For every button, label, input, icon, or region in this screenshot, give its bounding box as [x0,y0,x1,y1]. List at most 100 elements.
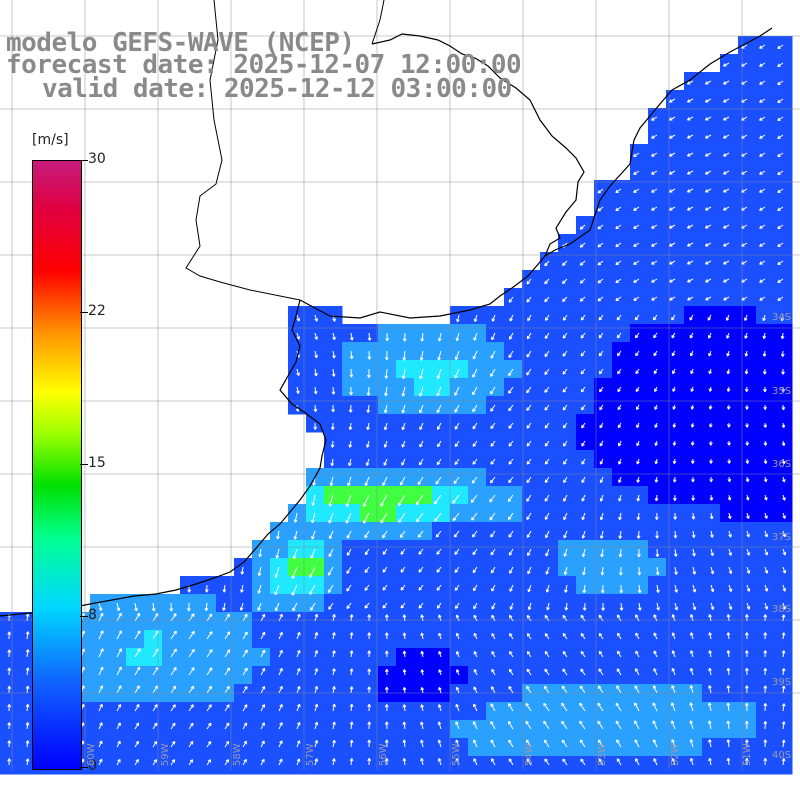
wind-arrow-head [25,722,29,726]
wind-arrow-head [349,632,353,636]
wind-arrow [224,686,230,694]
wind-arrow [350,686,353,694]
wind-arrow [579,224,586,230]
wind-arrow [314,386,317,395]
wind-arrow-head [244,667,248,671]
wind-arrow [561,702,568,712]
wind-arrow-head [292,608,296,612]
wind-arrow [350,632,353,640]
wind-arrow-head [368,374,371,379]
wind-arrow-head [710,460,713,464]
wind-cell [594,612,613,631]
wind-arrow-head [783,442,786,446]
wind-arrow [746,530,750,538]
wind-arrow [134,759,139,766]
wind-arrow-head [136,685,140,688]
wind-arrow [26,649,29,658]
wind-arrow-head [744,720,748,724]
wind-cell [648,666,667,685]
wind-arrow-head [243,704,248,707]
wind-cell [576,666,595,685]
wind-arrow-head [508,535,512,538]
wind-arrow-head [350,392,353,396]
wind-arrow [598,668,604,676]
wind-arrow [275,566,280,578]
wind-arrow [116,722,121,730]
wind-arrow [491,314,496,322]
wind-arrow-head [25,740,29,744]
wind-arrow [527,548,532,556]
wind-arrow-head [261,667,265,671]
wind-arrow-head [726,632,729,636]
wind-arrow [674,584,678,593]
wind-cell [504,756,523,775]
wind-cell [108,612,127,631]
wind-arrow-head [600,498,604,502]
wind-arrow-head [173,613,177,616]
wind-arrow [633,260,640,265]
wind-cell [774,234,793,253]
wind-cell [486,756,505,775]
wind-arrow [674,530,677,539]
wind-cell [702,162,721,181]
wind-cell [126,720,145,739]
wind-arrow-head [385,393,388,397]
wind-arrow-head [332,758,335,762]
wind-arrow-head [349,758,353,762]
wind-cell [738,54,757,73]
wind-arrow [669,170,676,175]
wind-arrow-head [329,536,333,540]
wind-cell [18,702,37,721]
wind-arrow [382,584,388,591]
wind-arrow [314,668,318,676]
wind-arrow-head [402,721,405,725]
wind-arrow-head [508,481,512,484]
wind-cell [576,738,595,757]
wind-arrow [382,548,388,555]
wind-arrow-head [747,460,750,464]
wind-cell [0,630,19,649]
wind-arrow-head [765,478,768,483]
wind-arrow-head [313,482,316,486]
wind-arrow-head [350,409,353,413]
wind-arrow-head [766,515,768,519]
wind-arrow-head [562,354,566,357]
wind-arrow-head [527,571,531,575]
wind-cell [288,648,307,667]
wind-cell [684,288,703,307]
wind-arrow [350,668,353,676]
wind-arrow-head [332,632,335,636]
wind-cell [648,162,667,181]
wind-arrow [508,703,514,712]
wind-arrow [782,758,785,766]
wind-arrow-head [367,392,371,396]
wind-arrow-head [617,318,621,321]
wind-arrow-head [155,612,159,616]
wind-arrow-head [191,667,195,670]
wind-arrow [472,548,478,555]
wind-arrow [617,632,622,640]
wind-arrow-head [332,426,335,430]
wind-arrow-head [382,570,387,573]
wind-cell [468,738,487,757]
wind-cell [162,720,181,739]
wind-arrow-head [671,336,675,339]
wind-arrow [278,758,283,766]
wind-arrow [782,602,786,610]
wind-arrow-head [654,425,658,428]
wind-cell [432,648,451,667]
wind-arrow [508,422,514,429]
wind-arrow [296,722,301,730]
wind-arrow [653,632,658,640]
wind-arrow [26,758,29,766]
wind-arrow-head [331,444,335,448]
wind-arrow-head [564,554,568,557]
wind-arrow-head [763,757,766,762]
wind-cell [720,180,739,199]
wind-arrow-head [435,482,439,485]
wind-cell [702,234,721,253]
wind-arrow-head [691,424,695,428]
wind-arrow [346,584,352,592]
lon-label: 53W [597,743,608,766]
wind-cell [756,180,775,199]
